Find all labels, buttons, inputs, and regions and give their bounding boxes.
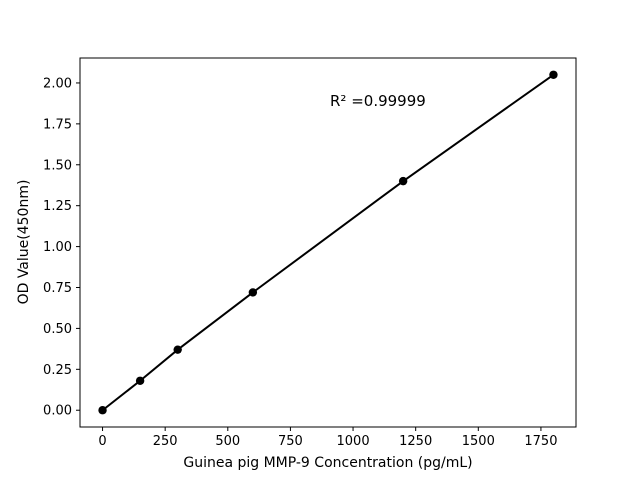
y-tick-label: 0.25: [43, 363, 72, 378]
y-tick-label: 1.00: [43, 240, 72, 255]
data-point: [248, 288, 258, 297]
x-tick-label: 1250: [399, 434, 432, 449]
x-tick-label: 1500: [462, 434, 495, 449]
data-point: [549, 70, 558, 79]
series-line: [101, 73, 555, 412]
y-tick-label: 2.00: [43, 76, 72, 91]
x-tick-label: 750: [278, 434, 303, 449]
x-tick-label: 250: [153, 434, 178, 449]
r-squared-annotation: R² =0.99999: [330, 91, 426, 110]
y-tick-label: 0.75: [43, 281, 72, 296]
x-axis-label: Guinea pig MMP-9 Concentration (pg/mL): [183, 455, 473, 471]
plot-area: [79, 57, 577, 428]
x-tick-label: 1750: [524, 434, 557, 449]
y-tick-label: 1.50: [43, 158, 72, 173]
x-tick-label: 500: [215, 434, 240, 449]
y-tick-label: 0.00: [43, 404, 72, 419]
data-point: [98, 406, 107, 415]
data-point: [398, 176, 408, 186]
y-tick-label: 1.25: [43, 199, 72, 214]
x-tick-label: 1000: [337, 434, 370, 449]
y-axis-label: OD Value(450nm): [16, 179, 32, 305]
data-point: [135, 376, 145, 385]
y-tick-label: 0.50: [43, 322, 72, 337]
y-tick-label: 1.75: [43, 117, 72, 132]
x-tick-label: 0: [98, 434, 106, 449]
data-point: [173, 345, 182, 354]
